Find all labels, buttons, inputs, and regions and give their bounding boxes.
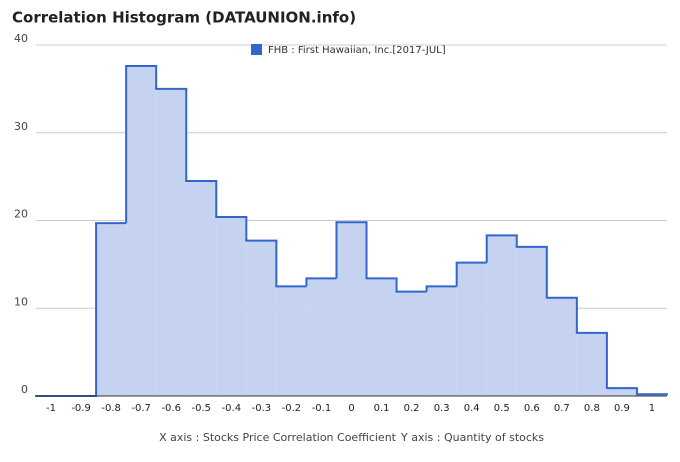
y-axis-label: Y axis : Quantity of stocks: [400, 431, 544, 444]
y-tick-label: 10: [14, 295, 28, 308]
area-bin: [486, 235, 517, 396]
area-bin: [96, 223, 127, 396]
legend-swatch: [251, 44, 262, 55]
area-bin: [456, 262, 487, 396]
x-tick-label: 0: [348, 403, 354, 414]
legend-label: FHB : First Hawaiian, Inc.[2017-JUL]: [268, 45, 446, 56]
area-bin: [126, 66, 157, 396]
area-bin: [576, 332, 607, 396]
y-tick-label: 30: [14, 120, 28, 133]
area-bin: [246, 240, 277, 396]
area-bin: [276, 286, 307, 396]
area-bin: [426, 286, 457, 396]
area-bin: [186, 181, 217, 396]
y-tick-label: 20: [14, 208, 28, 221]
area-bin: [396, 291, 427, 396]
x-tick-label: 0.6: [524, 403, 540, 414]
x-tick-label: 0.9: [614, 403, 630, 414]
y-tick-label: 40: [14, 32, 28, 45]
x-tick-label: 0.2: [404, 403, 420, 414]
x-tick-label: 0.8: [584, 403, 600, 414]
area-bin: [546, 297, 577, 396]
x-tick-label: -0.8: [101, 403, 121, 414]
x-tick-label: -0.7: [131, 403, 151, 414]
area-bin: [156, 88, 187, 396]
area-bin: [306, 278, 337, 396]
x-tick-label: -0.5: [192, 403, 212, 414]
area-bin: [606, 388, 637, 396]
x-tick-label: 0.3: [434, 403, 450, 414]
chart-title: Correlation Histogram (DATAUNION.info): [12, 9, 356, 27]
x-tick-label: -1: [46, 403, 56, 414]
x-tick-label: 0.7: [554, 403, 570, 414]
x-tick-label: 0.5: [494, 403, 510, 414]
x-tick-label: 1: [649, 403, 655, 414]
x-tick-label: -0.6: [161, 403, 181, 414]
x-tick-label: -0.1: [312, 403, 332, 414]
area-bin: [336, 222, 367, 396]
x-axis-label: X axis : Stocks Price Correlation Coeffi…: [159, 431, 397, 444]
x-tick-label: -0.9: [71, 403, 91, 414]
area-bin: [366, 278, 397, 396]
area-bin: [216, 216, 247, 396]
area-bin: [516, 246, 547, 396]
x-tick-label: 0.1: [374, 403, 390, 414]
x-tick-label: -0.3: [252, 403, 272, 414]
x-tick-label: -0.2: [282, 403, 302, 414]
y-tick-label: 0: [21, 383, 28, 396]
x-tick-label: 0.4: [464, 403, 480, 414]
x-tick-label: -0.4: [222, 403, 242, 414]
